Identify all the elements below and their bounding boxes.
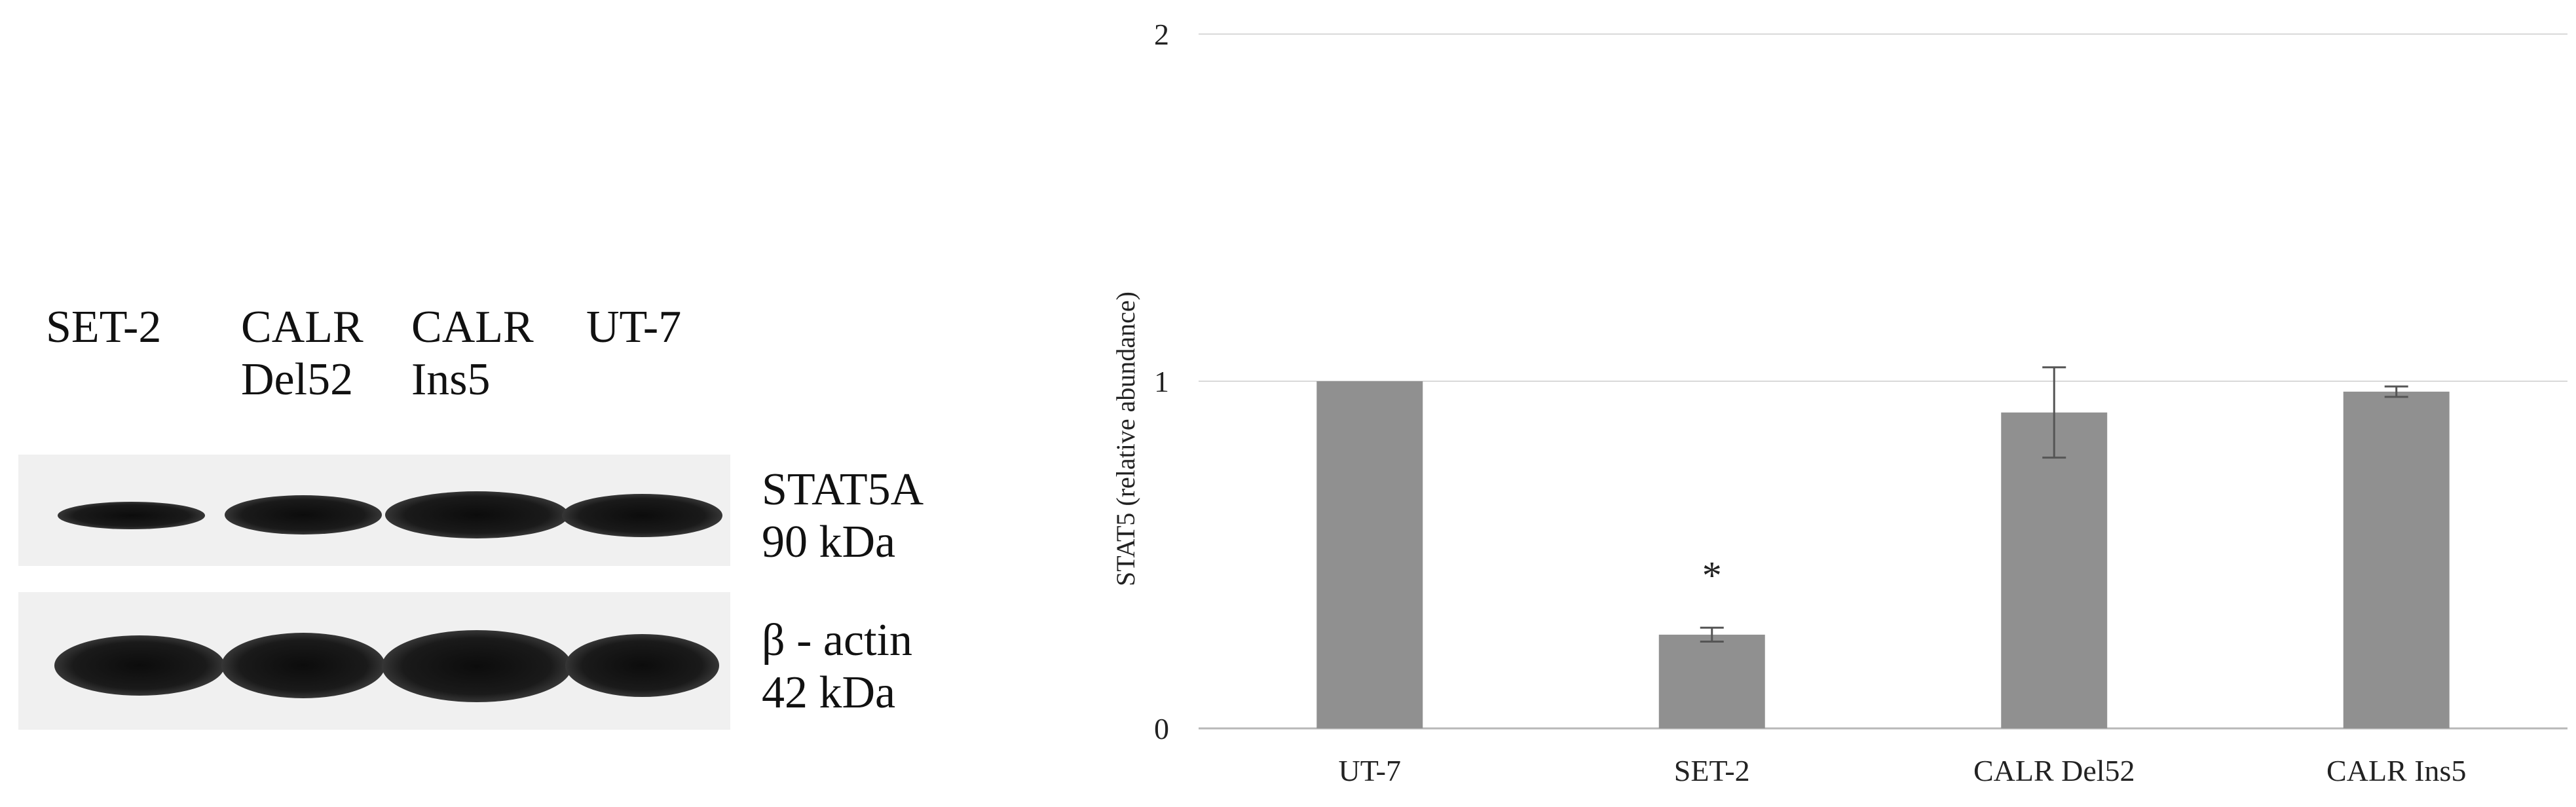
protein-size: 90 kDa <box>762 517 896 567</box>
protein-size: 42 kDa <box>762 667 896 718</box>
y-axis-title: STAT5 (relative abundance) <box>1111 291 1140 586</box>
y-tick-label: 0 <box>1154 712 1169 745</box>
bar-chart: 0 1 2 UT-7 SET-2 * CALR Del52 CALR Ins5 STAT5 (… <box>1111 18 2567 787</box>
bar <box>1658 634 1765 728</box>
row-label-stat5a: STAT5A 90 kDa <box>762 464 924 569</box>
lane-label-line: CALR <box>241 302 364 352</box>
lane-label-line: CALR <box>411 302 534 352</box>
blot-band <box>562 494 722 537</box>
blot-band <box>221 633 385 698</box>
row-label-beta-actin: β - actin 42 kDa <box>762 614 912 719</box>
blot-band <box>225 495 382 535</box>
error-bars <box>1700 366 2408 643</box>
blot-band <box>385 491 569 538</box>
western-blot-panel: SET-2 CALR Del52 CALR Ins5 UT-7 STAT5A 9… <box>0 0 1009 807</box>
lane-label-line: SET-2 <box>46 302 162 352</box>
blot-band <box>58 502 205 529</box>
lane-label-line: Ins5 <box>411 354 491 405</box>
bar-chart-panel: 0 1 2 UT-7 SET-2 * CALR Del52 CALR Ins5 STAT5 (… <box>1022 0 2576 807</box>
x-tick-label: SET-2 <box>1674 754 1750 787</box>
lane-label-line: UT-7 <box>586 302 682 352</box>
y-tick-label: 1 <box>1154 365 1169 398</box>
blot-band <box>54 635 225 696</box>
y-tick-label: 2 <box>1154 18 1169 51</box>
significance-marker: * <box>1702 554 1722 597</box>
bar <box>1316 381 1423 728</box>
protein-name: β - actin <box>762 615 912 666</box>
lane-label-calr-ins5: CALR Ins5 <box>411 301 534 406</box>
gridlines <box>1199 33 2567 730</box>
lane-label-calr-del52: CALR Del52 <box>241 301 364 406</box>
x-tick-label: CALR Ins5 <box>2326 754 2466 787</box>
lane-label-line: Del52 <box>241 354 354 405</box>
x-tick-label: UT-7 <box>1339 754 1401 787</box>
bar <box>2001 412 2108 728</box>
lane-label-ut-7: UT-7 <box>586 301 681 354</box>
blot-band <box>565 634 719 697</box>
blot-strip-stat5a <box>18 455 730 566</box>
bars <box>1316 381 2450 728</box>
x-tick-label: CALR Del52 <box>1973 754 2135 787</box>
lane-label-set-2: SET-2 <box>46 301 161 354</box>
bar <box>2343 391 2450 728</box>
tick-labels: 0 1 2 UT-7 SET-2 * CALR Del52 CALR Ins5 <box>1154 18 2466 787</box>
blot-strip-beta-actin <box>18 592 730 730</box>
protein-name: STAT5A <box>762 464 924 515</box>
blot-band <box>382 630 572 702</box>
